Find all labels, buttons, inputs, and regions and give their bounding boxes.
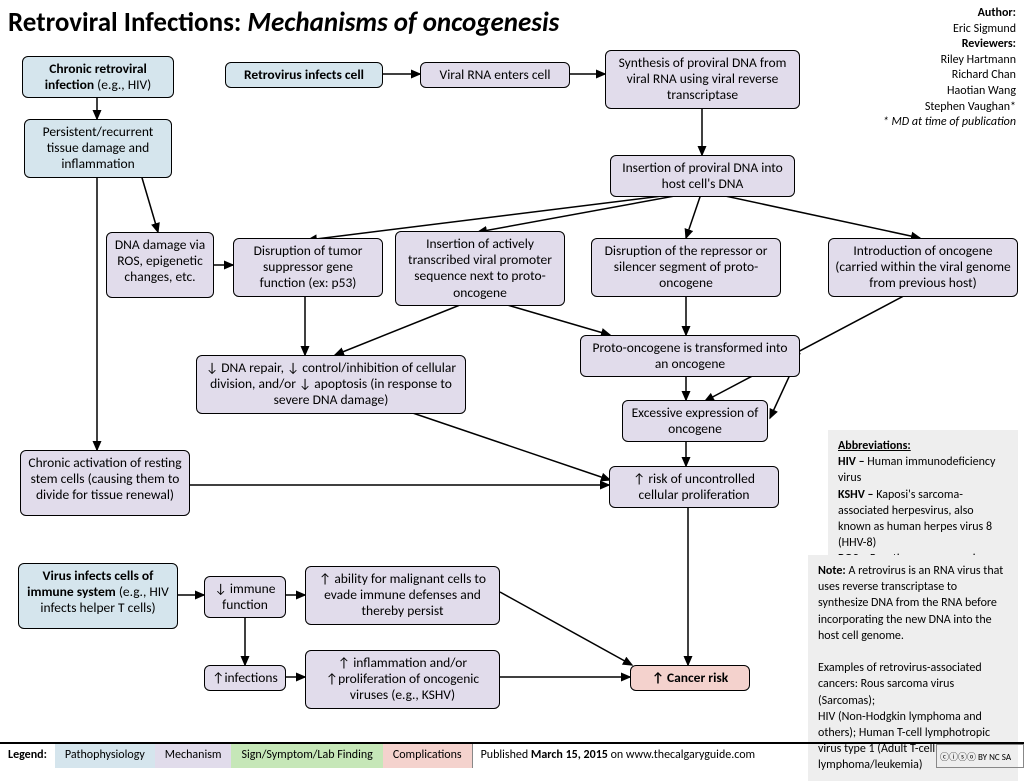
node-dna_repair: ↓ DNA repair, ↓ control/inhibition of ce…: [196, 355, 466, 414]
node-disruption_repressor: Disruption of the repressor or silencer …: [591, 238, 781, 297]
node-viral_rna: Viral RNA enters cell: [420, 62, 570, 88]
node-synthesis: Synthesis of proviral DNA from viral RNA…: [605, 50, 800, 109]
node-proto_transformed: Proto-oncogene is transformed into an on…: [580, 335, 800, 377]
legend-bar: Legend: Pathophysiology Mechanism Sign/S…: [0, 742, 1024, 768]
node-chronic_infection: Chronic retroviral infection (e.g., HIV): [22, 56, 174, 98]
node-chronic_activation: Chronic activation of resting stem cells…: [20, 450, 190, 516]
note-body2: Examples of retrovirus-associated cancer…: [818, 661, 982, 707]
reviewer-0: Riley Hartmann: [883, 53, 1016, 69]
author-label: Author:: [883, 6, 1016, 22]
node-inflammation: ↑ inflammation and/or ↑proliferation of …: [305, 650, 500, 709]
cc-badge: ⓒⓘⓢⓞ BY NC SA: [936, 744, 1024, 768]
reviewer-1: Richard Chan: [883, 68, 1016, 84]
node-retro_infects: Retrovirus infects cell: [225, 62, 383, 88]
node-disruption_tumor: Disruption of tumor suppressor gene func…: [233, 238, 383, 297]
credits-block: Author: Eric Sigmund Reviewers: Riley Ha…: [883, 6, 1016, 131]
abbrev-1: KSHV – Kaposi's sarcoma-associated herpe…: [838, 488, 992, 551]
node-intro_oncogene: Introduction of oncogene (carried within…: [828, 238, 1018, 297]
node-insertion: Insertion of proviral DNA into host cell…: [610, 155, 795, 197]
node-persistent: Persistent/recurrent tissue damage and i…: [24, 119, 172, 178]
node-risk_uncontrolled: ↑ risk of uncontrolled cellular prolifer…: [609, 466, 779, 508]
author-name: Eric Sigmund: [883, 22, 1016, 38]
note-body1: A retrovirus is an RNA virus that uses r…: [818, 564, 1003, 643]
node-excessive: Excessive expression of oncogene: [622, 400, 768, 442]
reviewer-2: Haotian Wang: [883, 84, 1016, 100]
legend-patho: Pathophysiology: [55, 744, 155, 768]
legend-pub: Published March 15, 2015 on www.thecalga…: [472, 744, 936, 768]
legend-sign: Sign/Symptom/Lab Finding: [231, 744, 382, 768]
page-title: Retroviral Infections: Mechanisms of onc…: [8, 6, 559, 39]
node-immune_func: ↓ immune function: [204, 576, 286, 618]
node-cancer_risk: ↑ Cancer risk: [630, 665, 750, 691]
note-title: Note:: [818, 564, 846, 578]
node-dna_damage: DNA damage via ROS, epigenetic changes, …: [106, 232, 214, 298]
legend-comp: Complications: [383, 744, 472, 768]
abbreviations-box: Abbreviations: HIV – Human immunodeficie…: [828, 430, 1018, 576]
abbrev-0: HIV – Human immunodeficiency virus: [838, 455, 995, 485]
reviewers-label: Reviewers:: [883, 37, 1016, 53]
reviewer-3: Stephen Vaughan*: [883, 100, 1016, 116]
node-ability_evade: ↑ ability for malignant cells to evade i…: [305, 566, 500, 625]
abbrev-title: Abbreviations:: [838, 439, 911, 453]
credits-note: * MD at time of publication: [883, 115, 1016, 131]
title-italic: Mechanisms of oncogenesis: [247, 6, 559, 39]
node-insertion_active: Insertion of actively transcribed viral …: [395, 231, 565, 306]
node-infections: ↑infections: [204, 665, 286, 691]
legend-label: Legend:: [0, 744, 55, 768]
legend-mech: Mechanism: [155, 744, 232, 768]
title-prefix: Retroviral Infections:: [8, 6, 247, 39]
node-virus_immune: Virus infects cells of immune system (e.…: [18, 563, 178, 629]
